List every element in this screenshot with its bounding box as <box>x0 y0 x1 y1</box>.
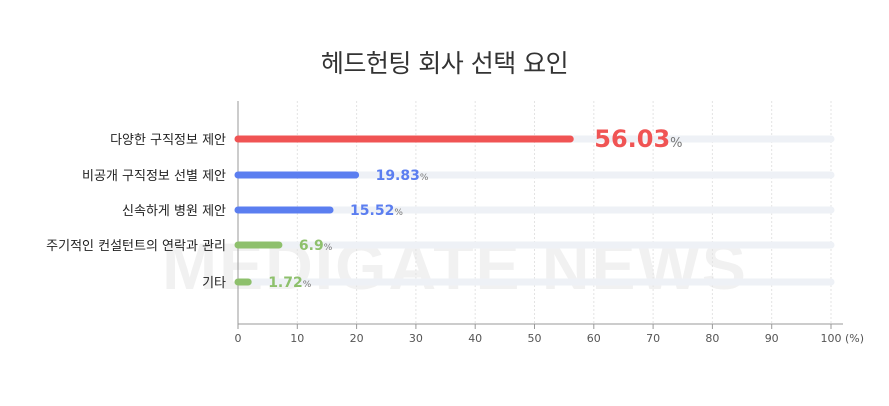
x-tick-label: 50 <box>528 332 542 345</box>
value-label: 6.9% <box>299 238 333 254</box>
x-tick-label: 30 <box>409 332 423 345</box>
value-label: 1.72% <box>268 275 312 291</box>
watermark: MEDIGATE NEWS <box>162 229 748 303</box>
value-label: 19.83% <box>376 168 429 184</box>
value-label: 56.03% <box>594 125 682 153</box>
chart-title: 헤드헌팅 회사 선택 요인 <box>320 49 569 78</box>
x-tick-label: 10 <box>290 332 304 345</box>
x-tick-label: 70 <box>646 332 660 345</box>
value-label: 15.52% <box>350 203 403 219</box>
x-axis-unit-label: (%) <box>845 332 864 345</box>
x-tick-label: 60 <box>587 332 601 345</box>
x-tick-label: 20 <box>350 332 364 345</box>
category-label: 신속하게 병원 제안 <box>122 204 226 219</box>
x-tick-label: 90 <box>765 332 779 345</box>
category-label: 주기적인 컨설턴트의 연락과 관리 <box>46 239 226 254</box>
x-tick-label: 40 <box>468 332 482 345</box>
category-label: 기타 <box>202 276 226 291</box>
x-tick-label: 0 <box>235 332 242 345</box>
category-label: 다양한 구직정보 제안 <box>110 133 226 148</box>
x-tick-label: 80 <box>705 332 719 345</box>
category-label: 비공개 구직정보 선별 제안 <box>82 169 226 184</box>
x-tick-label: 100 <box>821 332 842 345</box>
